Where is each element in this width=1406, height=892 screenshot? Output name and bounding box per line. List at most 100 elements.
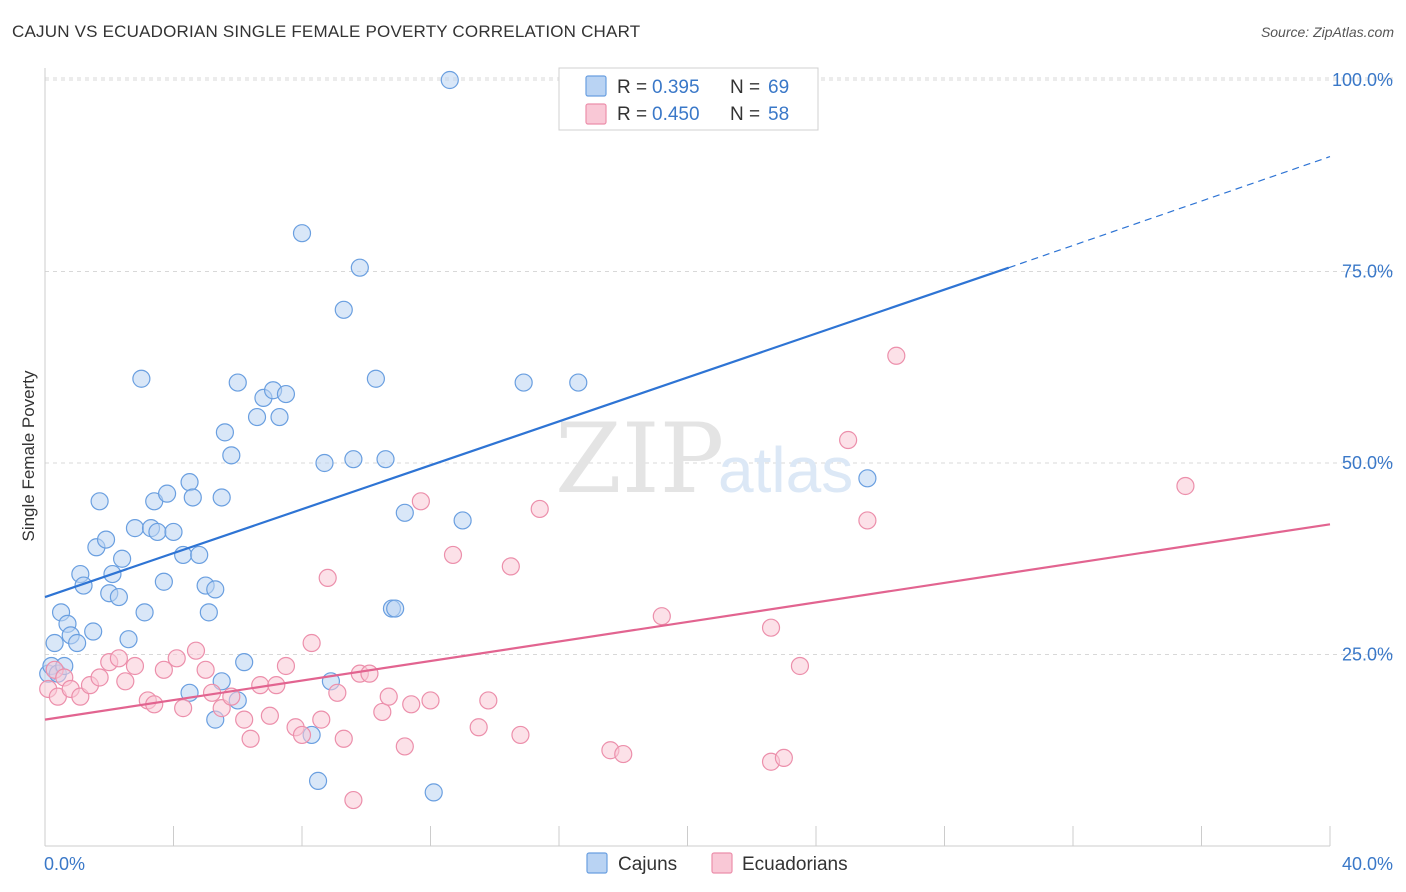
y-tick-label-100: 100.0% (1332, 70, 1393, 90)
cajun-point-46 (292, 224, 312, 243)
y-axis-label: Single Female Poverty (19, 370, 38, 542)
ecuadorians-points (39, 346, 1195, 810)
ecuadorian-point-40 (395, 737, 414, 756)
axes (44, 68, 1331, 847)
cajun-point-18 (112, 549, 132, 568)
bottom-legend-label-ecuadorians: Ecuadorians (742, 854, 848, 875)
cajun-point-27 (157, 484, 177, 503)
cajun-point-32 (190, 545, 209, 565)
bottom-legend-swatch-ecuadorians (711, 852, 733, 874)
ecuadorian-point-17 (186, 641, 206, 660)
ecuadorian-point-60 (1176, 476, 1195, 496)
ecuadorian-point-41 (402, 695, 421, 714)
cajun-point-8 (68, 633, 87, 653)
legend-swatch-cajuns (585, 75, 607, 97)
cajun-point-36 (212, 488, 231, 507)
ecuadorian-point-18 (196, 660, 215, 679)
ecuadorian-point-38 (373, 702, 392, 722)
cajun-point-28 (164, 522, 183, 542)
cajun-point-60 (440, 70, 459, 90)
cajun-point-37 (215, 423, 234, 442)
ecuadorian-point-54 (774, 748, 793, 768)
legend-r-value-0: 0.395 (652, 77, 700, 98)
ecuadorian-point-30 (302, 633, 321, 653)
ecuadorian-point-15 (167, 649, 186, 668)
cajun-trend-extension (1008, 156, 1331, 269)
ecuadorian-trend-line (44, 523, 1331, 721)
ecuadorian-point-44 (443, 545, 463, 565)
x-tick-labels: 0.0% 40.0% (44, 854, 1393, 874)
bottom-legend-label-cajuns: Cajuns (618, 854, 677, 875)
cajun-point-21 (132, 369, 151, 388)
cajun-point-26 (154, 572, 173, 591)
ecuadorian-point-55 (761, 618, 781, 637)
source-label: Source: ZipAtlas.com (1260, 24, 1394, 40)
ecuadorian-point-25 (260, 706, 279, 725)
ecuadorian-point-48 (511, 725, 530, 745)
cajun-point-48 (308, 771, 328, 790)
ecuadorian-point-31 (312, 710, 331, 729)
y-tick-labels: 25.0% 50.0% 75.0% 100.0% (1332, 70, 1393, 665)
legend-n-value-1: 58 (768, 104, 789, 125)
ecuadorian-point-58 (858, 511, 877, 530)
ecuadorian-point-16 (174, 699, 193, 718)
ecuadorian-point-23 (241, 729, 260, 748)
cajun-point-38 (222, 446, 241, 465)
cajun-point-2 (45, 633, 64, 653)
cajun-point-49 (315, 453, 334, 473)
cajun-point-64 (858, 469, 877, 488)
legend-n-value-0: 69 (768, 77, 789, 98)
cajun-point-31 (183, 488, 202, 507)
legend-r-label-1: R = (617, 104, 647, 125)
legend-n-label-1: N = (730, 104, 760, 125)
cajun-point-52 (350, 258, 369, 277)
cajun-point-39 (228, 373, 247, 392)
ecuadorian-point-43 (421, 691, 440, 710)
ecuadorian-point-9 (109, 649, 128, 668)
cajun-point-40 (235, 653, 254, 672)
legend-n-label-0: N = (730, 77, 760, 98)
bottom-legend-swatch-cajuns (586, 852, 608, 874)
x-tick-label-min: 0.0% (44, 854, 85, 874)
trend-lines (44, 156, 1331, 721)
ecuadorian-point-46 (479, 691, 498, 710)
cajun-point-41 (247, 407, 267, 427)
ecuadorian-point-51 (614, 744, 633, 764)
cajun-point-45 (276, 384, 296, 404)
bottom-legend: Cajuns Ecuadorians (586, 852, 848, 875)
legend-swatch-ecuadorians (585, 103, 607, 125)
ecuadorian-point-47 (501, 557, 520, 576)
ecuadorian-point-11 (125, 656, 145, 676)
cajun-point-11 (84, 622, 103, 641)
ecuadorian-point-35 (344, 790, 363, 810)
cajun-point-51 (334, 300, 353, 319)
legend: R = 0.395 N = 69 R = 0.450 N = 58 (558, 67, 819, 131)
cajun-point-61 (453, 511, 472, 530)
ecuadorian-point-56 (790, 656, 810, 676)
ecuadorian-point-10 (116, 672, 135, 691)
cajun-point-19 (119, 630, 138, 649)
legend-r-value-1: 0.450 (652, 104, 700, 125)
ecuadorian-point-45 (469, 718, 488, 737)
cajun-point-20 (125, 519, 145, 538)
ecuadorian-point-7 (90, 668, 109, 687)
y-tick-label-25: 25.0% (1342, 645, 1393, 665)
cajun-point-63 (569, 373, 588, 392)
watermark-atlas: atlas (718, 434, 853, 506)
y-tick-label-75: 75.0% (1342, 262, 1393, 282)
cajun-point-58 (395, 503, 414, 522)
x-tick-label-max: 40.0% (1342, 854, 1393, 874)
cajun-point-55 (376, 450, 395, 469)
cajun-point-25 (148, 522, 167, 542)
cajun-point-44 (270, 407, 289, 427)
ecuadorian-point-33 (328, 683, 347, 702)
ecuadorian-point-34 (334, 729, 353, 748)
cajun-point-59 (424, 783, 443, 802)
cajun-point-54 (366, 369, 385, 388)
cajun-point-53 (344, 450, 363, 469)
ecuadorian-point-14 (154, 660, 173, 679)
cajun-point-13 (90, 492, 109, 511)
ecuadorian-point-27 (276, 656, 296, 676)
ecuadorian-point-29 (292, 725, 312, 745)
